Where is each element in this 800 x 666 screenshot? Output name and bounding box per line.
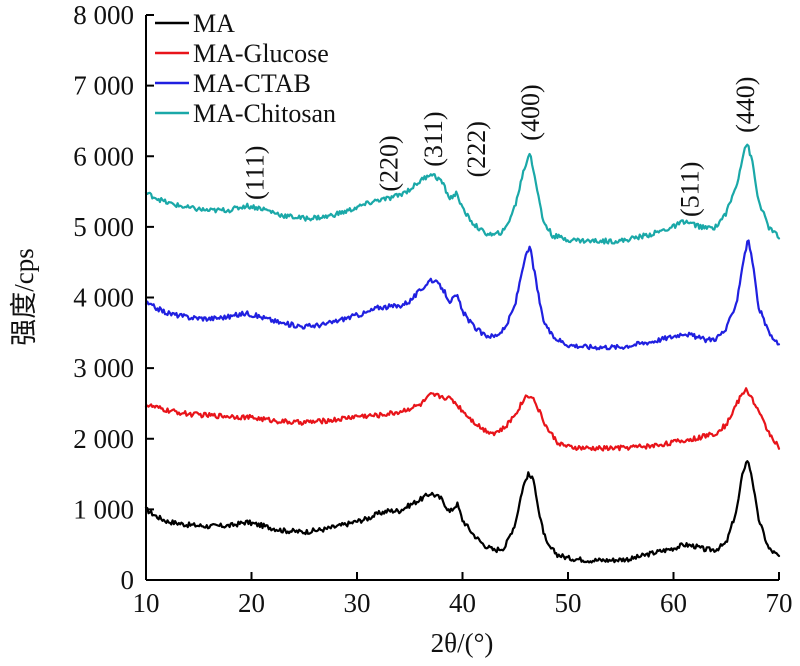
peak-label: (511): [675, 162, 704, 217]
y-tick-label: 8 000: [73, 0, 134, 30]
peak-label: (222): [462, 121, 491, 177]
x-tick-label: 30: [344, 588, 371, 618]
x-tick-label: 40: [449, 588, 476, 618]
x-tick-label: 10: [133, 588, 160, 618]
x-tick-label: 70: [766, 588, 793, 618]
legend-label: MA-Chitosan: [193, 99, 336, 128]
y-tick-label: 5 000: [73, 212, 134, 242]
peak-label: (220): [375, 135, 404, 191]
series-line-ma-ctab: [144, 239, 781, 351]
y-tick-label: 7 000: [73, 71, 134, 101]
series-line-ma: [144, 460, 781, 564]
x-tick-label: 60: [660, 588, 687, 618]
y-tick-label: 3 000: [73, 353, 134, 383]
y-tick-label: 0: [121, 565, 135, 595]
y-tick-label: 6 000: [73, 141, 134, 171]
legend-label: MA: [193, 9, 235, 38]
y-tick-label: 1 000: [73, 494, 134, 524]
y-tick-label: 4 000: [73, 283, 134, 313]
y-axis-title: 强度/cps: [9, 248, 39, 346]
x-axis-title: 2θ/(°): [431, 628, 494, 658]
peak-label: (440): [731, 77, 760, 133]
series-line-ma-glucose: [144, 387, 781, 452]
peak-label: (111): [241, 146, 270, 200]
legend-label: MA-Glucose: [193, 39, 329, 68]
peak-label: (400): [516, 84, 545, 140]
peak-label: (311): [419, 111, 448, 166]
peak-annotations: (111) (220) (311) (222) (400) (511) (440): [241, 77, 761, 217]
legend-label: MA-CTAB: [193, 69, 311, 98]
series-line-ma-chitosan: [144, 143, 781, 245]
series-layer: [144, 143, 781, 564]
x-tick-label: 20: [238, 588, 265, 618]
x-tick-label: 50: [555, 588, 582, 618]
ticks-layer: 10 20 30 40 50 60 70 0 1 000 2 000 3 000 4 000 5 000…: [73, 0, 792, 618]
y-tick-label: 2 000: [73, 424, 134, 454]
